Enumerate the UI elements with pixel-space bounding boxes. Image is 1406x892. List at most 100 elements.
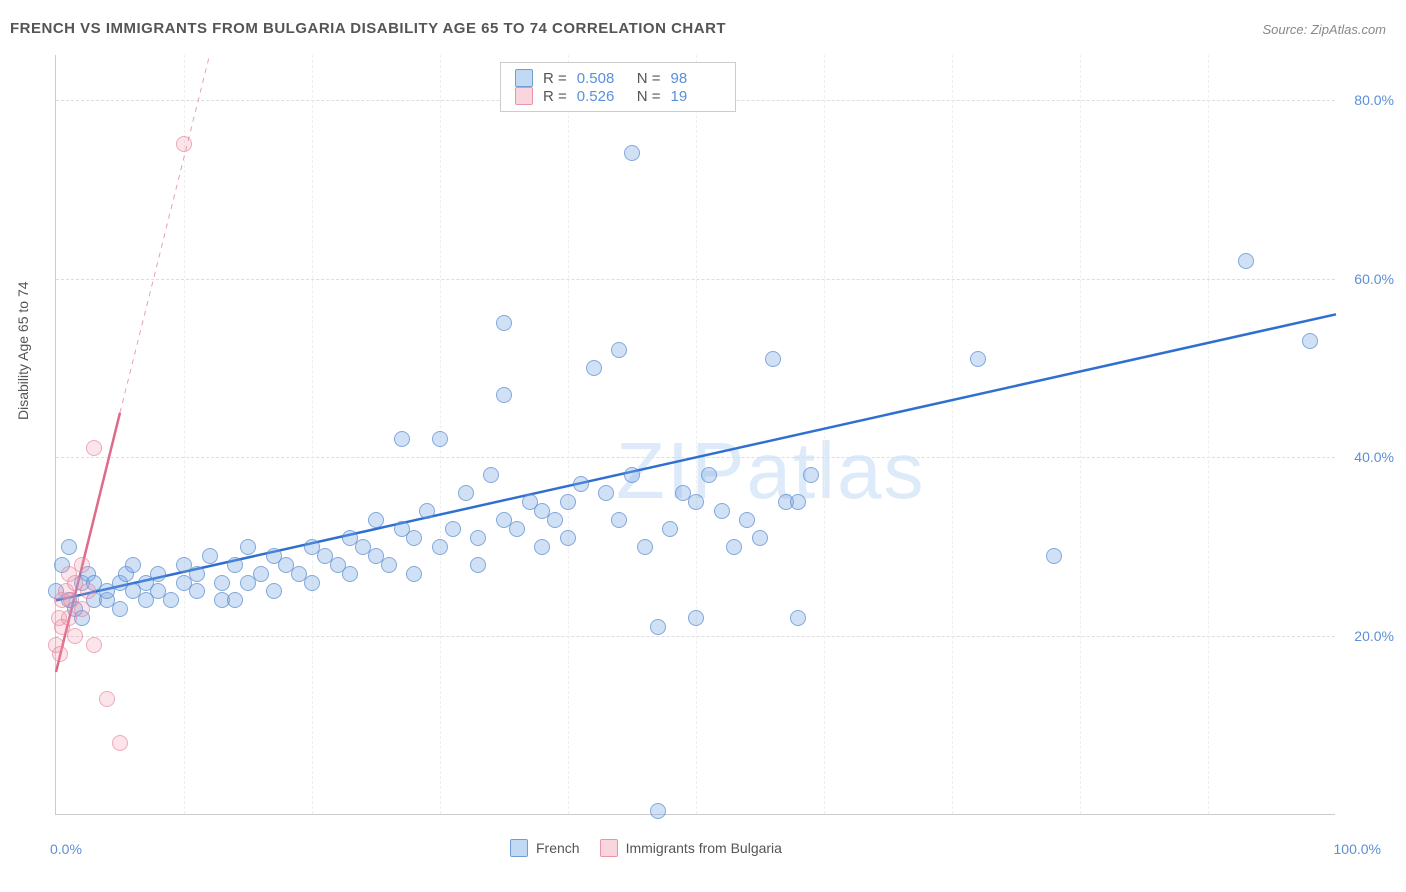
data-point [419,503,435,519]
data-point [547,512,563,528]
r-label: R = [543,70,567,87]
data-point [765,351,781,367]
data-point [573,476,589,492]
regression-lines [56,55,1336,815]
data-point [509,521,525,537]
legend-item: Immigrants from Bulgaria [600,839,782,857]
data-point [381,557,397,573]
r-value: 0.508 [577,70,627,87]
data-point [445,521,461,537]
data-point [624,145,640,161]
data-point [394,431,410,447]
data-point [701,467,717,483]
data-point [189,583,205,599]
data-point [650,803,666,819]
data-point [432,539,448,555]
data-point [611,512,627,528]
x-tick-min: 0.0% [50,841,82,857]
n-value: 98 [671,70,721,87]
n-value: 19 [671,88,721,105]
r-label: R = [543,88,567,105]
data-point [163,592,179,608]
data-point [240,539,256,555]
data-point [1302,333,1318,349]
swatch-icon [515,87,533,105]
data-point [214,575,230,591]
plot-area: ZIPatlas [55,55,1335,815]
data-point [368,512,384,528]
swatch-icon [600,839,618,857]
data-point [1046,548,1062,564]
n-label: N = [637,88,661,105]
data-point [726,539,742,555]
data-point [688,494,704,510]
data-point [304,575,320,591]
data-point [266,583,282,599]
y-axis-label: Disability Age 65 to 74 [15,281,31,420]
data-point [470,557,486,573]
data-point [752,530,768,546]
data-point [227,557,243,573]
data-point [406,566,422,582]
legend-row: R = 0.526 N = 19 [515,87,721,105]
y-tick: 20.0% [1354,628,1394,644]
n-label: N = [637,70,661,87]
data-point [253,566,269,582]
legend-label: French [536,840,580,856]
data-point [74,557,90,573]
data-point [112,735,128,751]
data-point [67,628,83,644]
y-tick: 40.0% [1354,449,1394,465]
chart-title: FRENCH VS IMMIGRANTS FROM BULGARIA DISAB… [10,20,726,37]
data-point [74,601,90,617]
data-point [406,530,422,546]
data-point [86,637,102,653]
legend-item: French [510,839,580,857]
data-point [714,503,730,519]
data-point [496,387,512,403]
data-point [61,539,77,555]
data-point [624,467,640,483]
data-point [86,440,102,456]
data-point [790,610,806,626]
legend-series: French Immigrants from Bulgaria [510,839,782,857]
data-point [1238,253,1254,269]
data-point [803,467,819,483]
data-point [611,342,627,358]
data-point [470,530,486,546]
data-point [970,351,986,367]
data-point [790,494,806,510]
source-label: Source: ZipAtlas.com [1262,22,1386,37]
data-point [432,431,448,447]
x-tick-max: 100.0% [1334,841,1381,857]
r-value: 0.526 [577,88,627,105]
swatch-icon [510,839,528,857]
y-tick: 60.0% [1354,271,1394,287]
data-point [150,566,166,582]
legend-row: R = 0.508 N = 98 [515,69,721,87]
data-point [650,619,666,635]
data-point [662,521,678,537]
data-point [99,691,115,707]
data-point [52,646,68,662]
data-point [560,494,576,510]
data-point [560,530,576,546]
data-point [176,136,192,152]
data-point [125,557,141,573]
legend-correlation: R = 0.508 N = 98 R = 0.526 N = 19 [500,62,736,112]
data-point [112,601,128,617]
data-point [483,467,499,483]
data-point [189,566,205,582]
data-point [496,315,512,331]
data-point [586,360,602,376]
data-point [739,512,755,528]
data-point [458,485,474,501]
data-point [534,539,550,555]
data-point [227,592,243,608]
data-point [80,583,96,599]
swatch-icon [515,69,533,87]
data-point [202,548,218,564]
data-point [598,485,614,501]
legend-label: Immigrants from Bulgaria [626,840,782,856]
y-tick: 80.0% [1354,92,1394,108]
